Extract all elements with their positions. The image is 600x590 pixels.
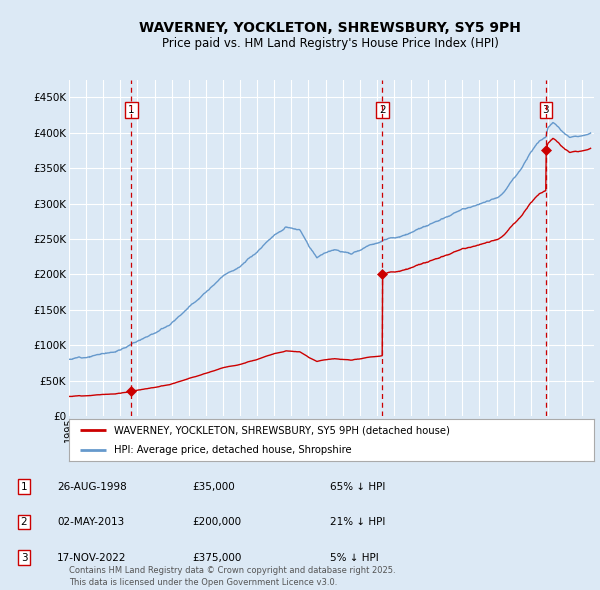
Text: 1: 1 (128, 105, 135, 115)
Text: £35,000: £35,000 (192, 482, 235, 491)
Text: Price paid vs. HM Land Registry's House Price Index (HPI): Price paid vs. HM Land Registry's House … (161, 37, 499, 50)
Text: HPI: Average price, detached house, Shropshire: HPI: Average price, detached house, Shro… (113, 445, 351, 455)
Text: 3: 3 (542, 105, 549, 115)
Text: 65% ↓ HPI: 65% ↓ HPI (330, 482, 385, 491)
Text: 26-AUG-1998: 26-AUG-1998 (57, 482, 127, 491)
Text: £375,000: £375,000 (192, 553, 241, 562)
Text: 02-MAY-2013: 02-MAY-2013 (57, 517, 124, 527)
Text: 5% ↓ HPI: 5% ↓ HPI (330, 553, 379, 562)
Text: WAVERNEY, YOCKLETON, SHREWSBURY, SY5 9PH: WAVERNEY, YOCKLETON, SHREWSBURY, SY5 9PH (139, 21, 521, 35)
Text: £200,000: £200,000 (192, 517, 241, 527)
Text: 2: 2 (20, 517, 28, 527)
Text: 21% ↓ HPI: 21% ↓ HPI (330, 517, 385, 527)
Text: Contains HM Land Registry data © Crown copyright and database right 2025.
This d: Contains HM Land Registry data © Crown c… (69, 566, 395, 587)
Text: 3: 3 (20, 553, 28, 562)
Text: 1: 1 (20, 482, 28, 491)
Text: 2: 2 (379, 105, 386, 115)
Text: 17-NOV-2022: 17-NOV-2022 (57, 553, 127, 562)
Text: WAVERNEY, YOCKLETON, SHREWSBURY, SY5 9PH (detached house): WAVERNEY, YOCKLETON, SHREWSBURY, SY5 9PH… (113, 425, 449, 435)
